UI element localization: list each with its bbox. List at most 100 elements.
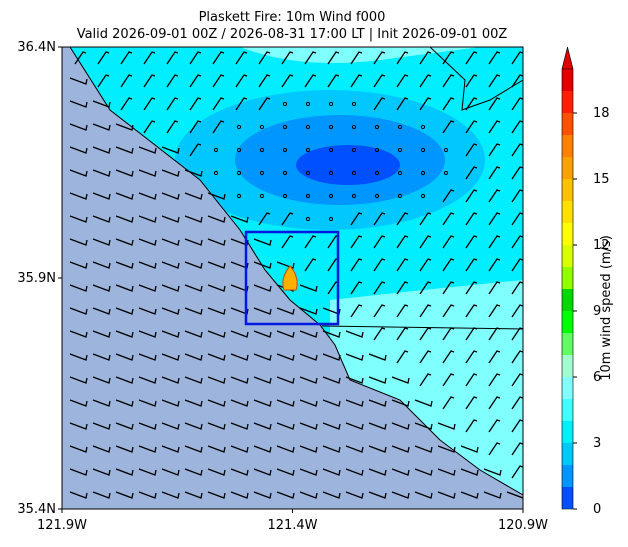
wind-barb: [69, 169, 88, 177]
wind-barb: [184, 491, 203, 499]
wind-barb: [189, 120, 202, 134]
wind-barb: [207, 376, 226, 384]
wind-barb: [322, 376, 341, 384]
wind-barb: [374, 124, 380, 130]
wind-barb: [92, 491, 111, 499]
wind-barb: [69, 330, 88, 338]
wind-barb: [465, 189, 478, 203]
y-tick-label: 35.9N: [17, 271, 56, 286]
wind-barb: [143, 120, 156, 134]
wind-barb: [299, 307, 318, 315]
wind-barb: [253, 399, 272, 407]
wind-barb: [305, 170, 311, 176]
wind-barb: [368, 468, 387, 476]
wind-barb: [184, 307, 203, 315]
wind-barb: [396, 97, 409, 111]
wind-barb: [258, 212, 271, 226]
wind-barb: [305, 147, 311, 153]
wind-barb: [465, 327, 478, 341]
wind-barb: [69, 376, 88, 384]
wind-barb: [465, 235, 478, 249]
wind-barb: [207, 261, 226, 269]
wind-barb: [212, 120, 225, 134]
wind-barb: [276, 330, 295, 338]
wind-barb: [207, 445, 226, 453]
wind-barb: [138, 307, 157, 315]
wind-barb: [276, 491, 295, 499]
wind-barb: [69, 146, 88, 154]
wind-barb: [350, 258, 363, 272]
wind-barb: [69, 192, 88, 200]
colorbar-tick-label: 3: [593, 436, 601, 451]
wind-barb: [368, 399, 387, 407]
wind-barb: [74, 51, 87, 65]
wind-barb: [207, 307, 226, 315]
wind-barb: [419, 74, 432, 88]
wind-barb: [189, 74, 202, 88]
wind-barb: [92, 215, 111, 223]
wind-barb: [465, 419, 478, 433]
colorbar-segment: [562, 245, 573, 267]
wind-barb: [92, 468, 111, 476]
wind-barb: [281, 74, 294, 88]
wind-barb: [483, 468, 502, 476]
colorbar-segment: [562, 267, 573, 289]
wind-barb: [92, 284, 111, 292]
wind-barb: [511, 51, 523, 65]
wind-barb: [184, 376, 203, 384]
wind-barb: [368, 445, 387, 453]
wind-barb: [258, 74, 271, 88]
wind-barb: [511, 442, 523, 456]
wind-barb: [442, 396, 455, 410]
wind-barb: [69, 468, 88, 476]
wind-barb: [69, 422, 88, 430]
wind-barb: [442, 373, 455, 387]
wind-barb: [253, 330, 272, 338]
wind-barb: [373, 74, 386, 88]
wind-barb: [322, 399, 341, 407]
wind-barb: [189, 51, 202, 65]
wind-barb: [351, 193, 357, 199]
wind-barb: [115, 468, 134, 476]
wind-barb: [442, 304, 455, 318]
wind-barb: [465, 120, 478, 134]
wind-barb: [488, 258, 501, 272]
wind-barb: [189, 97, 202, 111]
wind-barb: [299, 399, 318, 407]
wind-barb: [506, 491, 523, 499]
wind-barb: [322, 445, 341, 453]
wind-barb: [69, 491, 88, 499]
wind-barb: [259, 147, 265, 153]
colorbar-segment: [562, 465, 573, 487]
wind-barb: [465, 51, 478, 65]
wind-barb: [299, 353, 318, 361]
wind-barb: [488, 212, 501, 226]
wind-barb: [69, 215, 88, 223]
wind-barb: [488, 143, 501, 157]
wind-barb: [212, 51, 225, 65]
wind-barb: [304, 235, 317, 249]
wind-barb: [92, 330, 111, 338]
wind-barb: [282, 124, 288, 130]
y-tick-label: 36.4N: [17, 40, 56, 55]
wind-barb: [511, 235, 523, 249]
wind-barb: [138, 192, 157, 200]
wind-barb: [442, 97, 455, 111]
wind-barb: [414, 399, 433, 407]
wind-barb: [465, 281, 478, 295]
colorbar-tick-label: 15: [593, 172, 610, 187]
wind-barb: [511, 212, 523, 226]
wind-barb: [373, 258, 386, 272]
wind-barb: [69, 307, 88, 315]
colorbar-tick-label: 6: [593, 370, 601, 385]
wind-barb: [396, 327, 409, 341]
wind-barb: [345, 422, 364, 430]
wind-barb: [138, 169, 157, 177]
wind-barb: [115, 284, 134, 292]
wind-barb: [282, 101, 288, 107]
wind-barb: [230, 330, 249, 338]
wind-barb: [207, 491, 226, 499]
wind-barb: [511, 143, 523, 157]
wind-barb: [184, 468, 203, 476]
wind-barb: [328, 193, 334, 199]
